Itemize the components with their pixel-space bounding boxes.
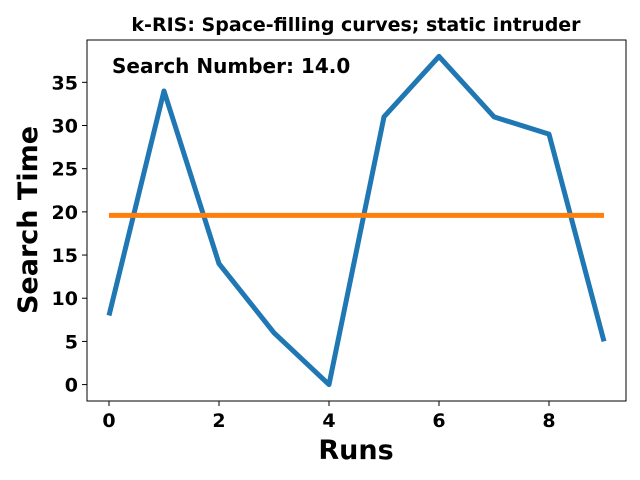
x-tick-label: 4 (322, 410, 335, 432)
search-number-annotation: Search Number: 14.0 (112, 54, 350, 78)
plot-frame (86, 39, 627, 402)
series-layer (106, 53, 607, 388)
y-tick-label: 0 (65, 375, 78, 397)
x-tick-label: 6 (432, 410, 445, 432)
y-tick-label: 30 (52, 116, 78, 138)
y-tick-label: 15 (52, 245, 78, 267)
y-axis-ticks: 0 5 10 15 20 25 30 35 (52, 72, 87, 397)
y-tick-label: 25 (52, 159, 78, 181)
y-tick-label: 10 (52, 288, 78, 310)
y-tick-label: 20 (52, 202, 78, 224)
x-tick-label: 8 (542, 410, 555, 432)
y-tick-label: 35 (52, 72, 78, 94)
plot-area: 0 2 4 6 8 0 5 10 15 20 25 30 35 (52, 39, 627, 432)
y-axis-label: Search Time (13, 126, 44, 314)
series-line-1 (106, 53, 607, 388)
y-tick-label: 5 (65, 331, 78, 353)
x-axis-label: Runs (318, 435, 393, 466)
x-tick-label: 2 (212, 410, 225, 432)
x-tick-label: 0 (102, 410, 115, 432)
x-axis-ticks: 0 2 4 6 8 (102, 401, 556, 432)
chart-title: k-RIS: Space-filling curves; static intr… (131, 14, 581, 36)
